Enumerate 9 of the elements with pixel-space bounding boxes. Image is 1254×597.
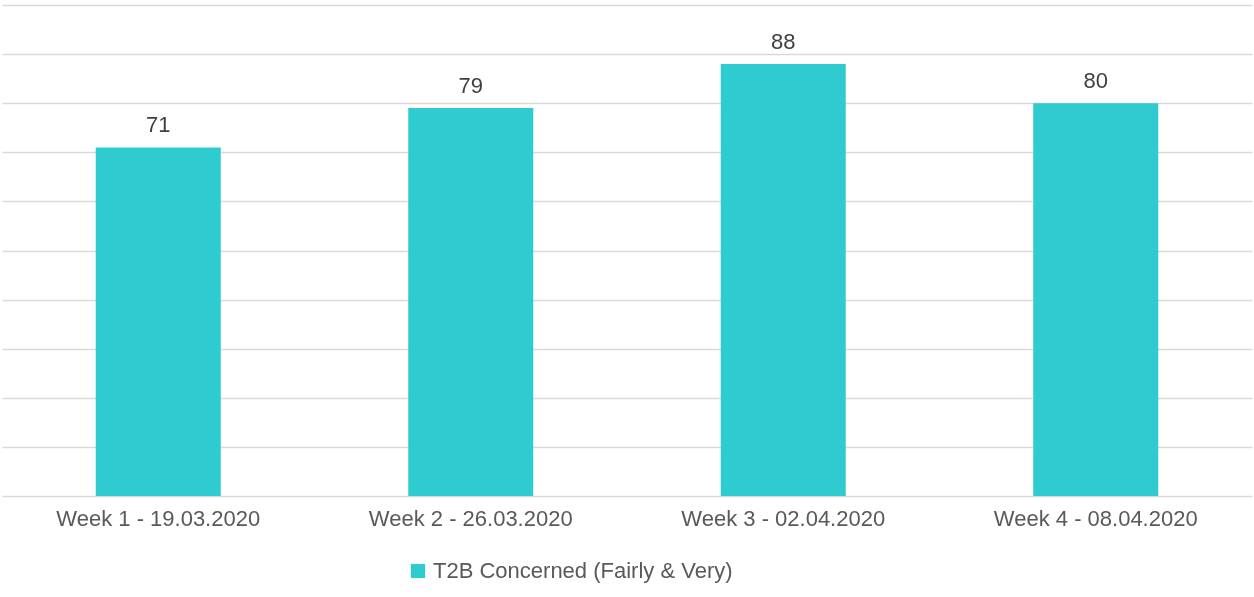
legend-label: T2B Concerned (Fairly & Very): [433, 558, 733, 583]
data-label: 71: [146, 112, 171, 138]
x-tick-label: Week 3 - 02.04.2020: [681, 505, 886, 531]
data-label: 79: [458, 73, 483, 99]
data-label: 88: [771, 28, 796, 54]
x-tick-label: Week 1 - 19.03.2020: [56, 505, 261, 531]
x-tick-label: Week 2 - 26.03.2020: [368, 505, 573, 531]
data-label: 80: [1083, 68, 1108, 94]
x-tick-label: Week 4 - 08.04.2020: [993, 505, 1198, 531]
